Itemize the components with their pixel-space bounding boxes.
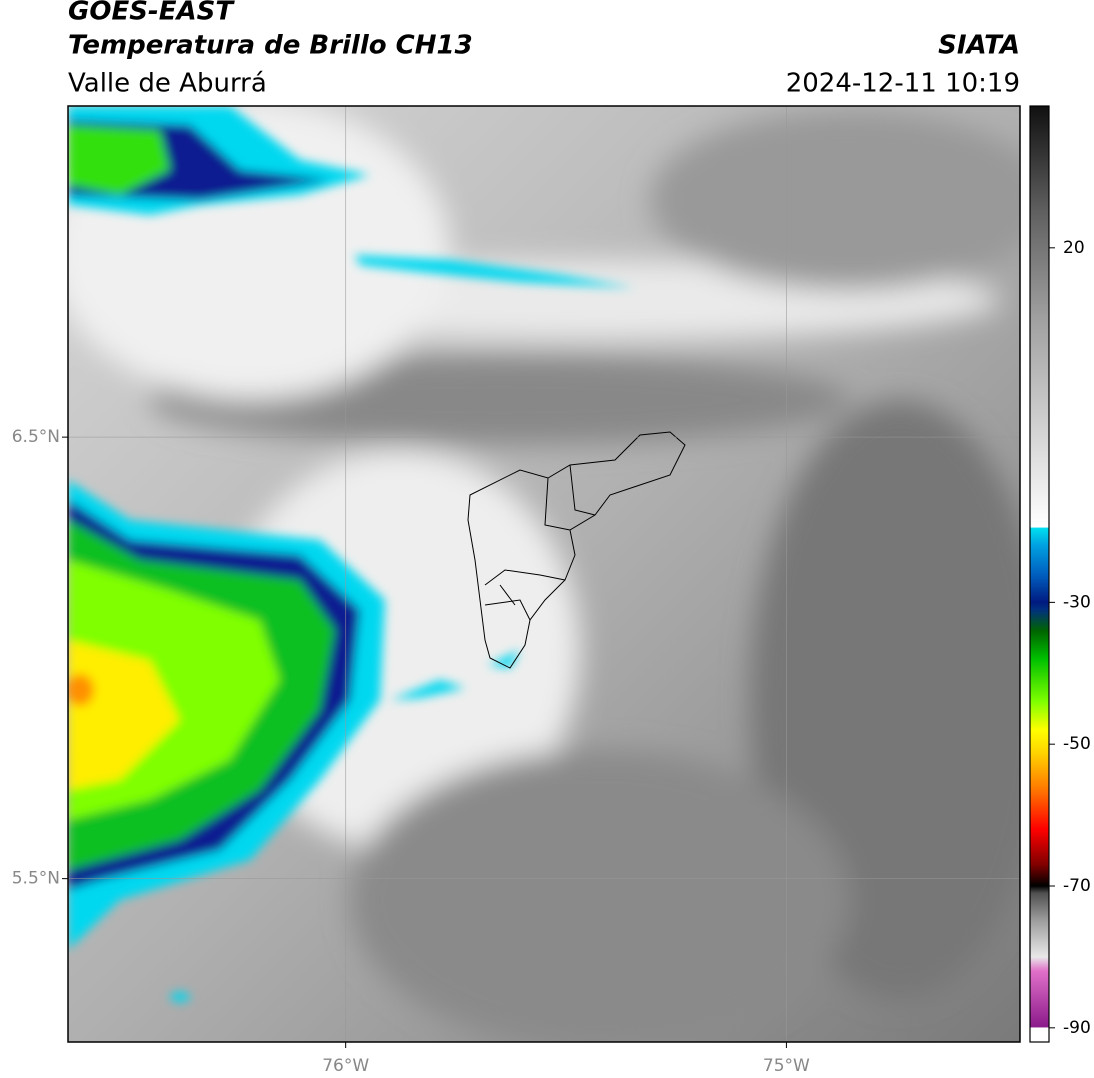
y-tick-label: 5.5°N — [12, 869, 60, 889]
subtitle: Temperatura de Brillo CH13 — [68, 31, 473, 61]
colorbar-tick-label: -90 — [1063, 1018, 1091, 1038]
x-tick-label: 75°W — [763, 1056, 810, 1076]
x-tick-label: 76°W — [322, 1056, 369, 1076]
colorbar-frame — [1029, 105, 1050, 1043]
y-tick-label: 6.5°N — [12, 427, 60, 447]
colorbar-tick-label: 20 — [1063, 238, 1085, 258]
valle-aburra-outline — [467, 431, 686, 669]
colorbar — [1030, 106, 1049, 1042]
source: SIATA — [938, 31, 1020, 61]
colorbar-tick-label: -50 — [1063, 734, 1091, 754]
region: Valle de Aburrá — [68, 69, 267, 99]
satellite-image — [68, 106, 1020, 1042]
colorbar-tick-label: -30 — [1063, 592, 1091, 612]
map-frame — [67, 105, 1021, 1043]
colorbar-tick-label: -70 — [1063, 876, 1091, 896]
title: GOES-EAST — [68, 0, 235, 27]
datetime: 2024-12-11 10:19 — [786, 69, 1020, 99]
